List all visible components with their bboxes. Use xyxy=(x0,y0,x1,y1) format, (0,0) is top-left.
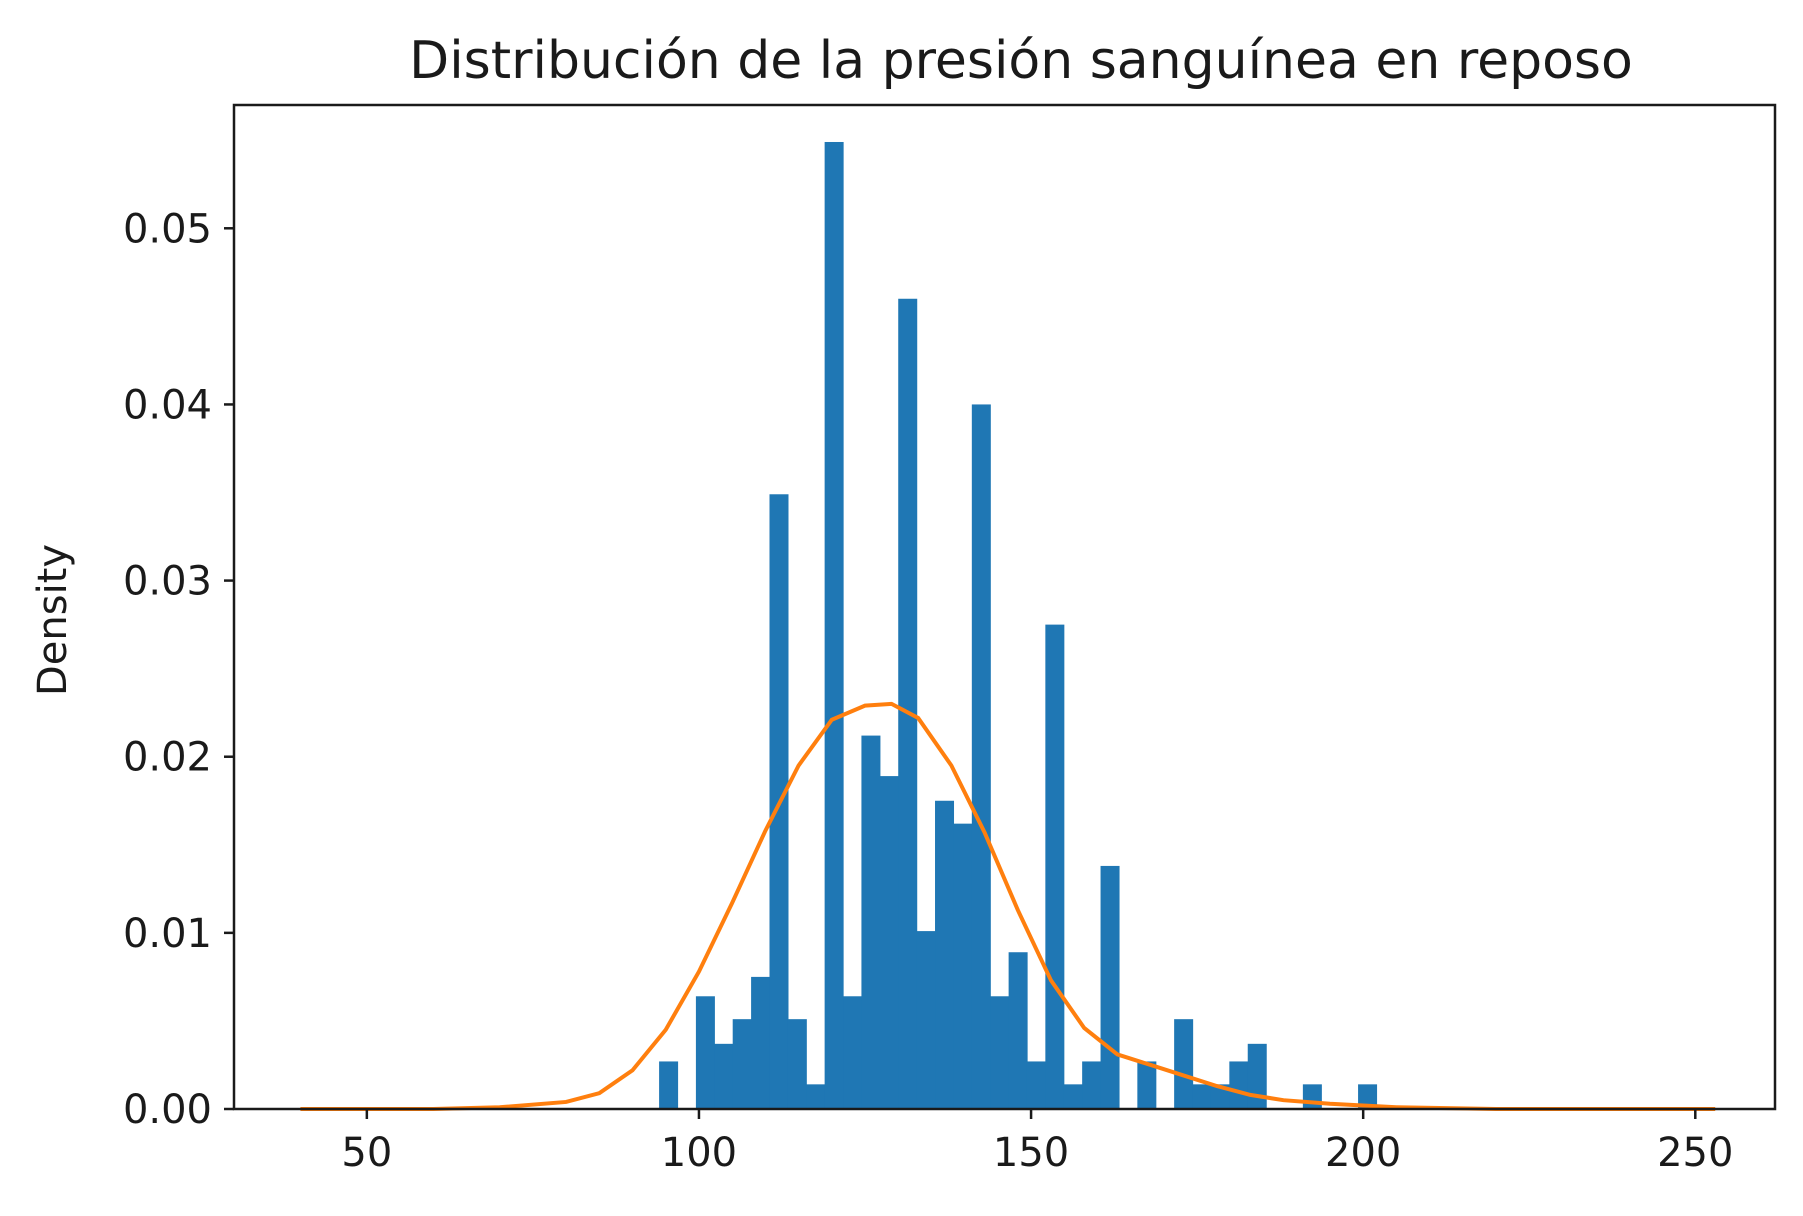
x-tick-label: 150 xyxy=(993,1130,1069,1176)
histogram-bar xyxy=(824,141,844,1109)
histogram-bar xyxy=(1063,1084,1083,1109)
histogram-bar xyxy=(1174,1019,1194,1109)
x-tick-label: 50 xyxy=(341,1130,392,1176)
plot-frame xyxy=(232,103,1777,1111)
histogram-bar xyxy=(1210,1084,1230,1109)
chart-title: Distribución de la presión sanguínea en … xyxy=(409,31,1633,91)
histogram-bar xyxy=(714,1043,734,1109)
histogram-bar xyxy=(916,931,936,1109)
histogram-bar xyxy=(1008,952,1028,1109)
histogram-bar xyxy=(1100,865,1120,1109)
histogram-bar xyxy=(1045,624,1065,1109)
kde-density-line xyxy=(300,701,1716,1111)
histogram-bar xyxy=(695,996,715,1109)
histogram-bar xyxy=(1229,1061,1249,1109)
histogram-bar xyxy=(935,800,955,1109)
y-tick-label: 0.05 xyxy=(123,206,212,252)
histogram-bar xyxy=(1358,1084,1378,1109)
histogram-bar xyxy=(1192,1084,1212,1109)
histogram-bar xyxy=(953,823,973,1109)
histogram-bars xyxy=(659,141,1378,1110)
histogram-bar xyxy=(971,404,991,1109)
y-axis-ticks: 0.00 0.01 0.02 0.03 0.04 0.05 xyxy=(123,206,234,1133)
histogram-bar xyxy=(751,976,771,1109)
x-axis-ticks: 50 100 150 200 250 xyxy=(341,1109,1733,1176)
histogram-bar xyxy=(1247,1043,1267,1109)
y-tick-label: 0.00 xyxy=(123,1087,212,1133)
histogram-bar xyxy=(898,298,918,1109)
histogram-bar xyxy=(1026,1061,1046,1109)
histogram-bar xyxy=(732,1019,752,1109)
histogram-bar xyxy=(861,735,881,1109)
histogram-bar xyxy=(1137,1061,1157,1109)
histogram-bar xyxy=(806,1084,826,1109)
x-tick-label: 100 xyxy=(661,1130,737,1176)
y-tick-label: 0.04 xyxy=(123,382,212,428)
x-tick-label: 250 xyxy=(1657,1130,1733,1176)
histogram-bar xyxy=(879,776,899,1109)
histogram-bar xyxy=(1082,1061,1102,1109)
histogram-bar xyxy=(1302,1084,1322,1109)
x-tick-label: 200 xyxy=(1325,1130,1401,1176)
histogram-bar xyxy=(990,996,1010,1109)
histogram-bar xyxy=(843,996,863,1109)
histogram-bar xyxy=(659,1061,679,1109)
y-tick-label: 0.03 xyxy=(123,559,212,605)
y-axis-label: Density xyxy=(30,544,76,696)
y-tick-label: 0.01 xyxy=(123,911,212,957)
y-tick-label: 0.02 xyxy=(123,735,212,781)
histogram-bar xyxy=(787,1019,807,1109)
